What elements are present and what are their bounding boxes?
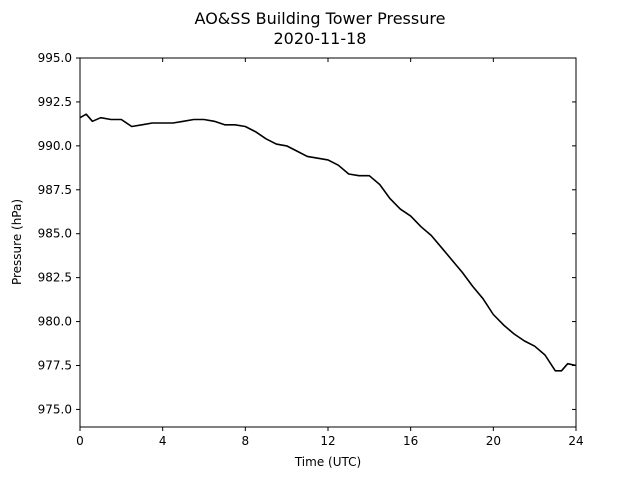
x-tick-label: 20 <box>486 434 501 448</box>
y-tick-label: 992.5 <box>38 95 72 109</box>
y-tick-label: 995.0 <box>38 51 72 65</box>
x-tick-label: 24 <box>568 434 583 448</box>
x-tick-label: 0 <box>76 434 84 448</box>
plot-frame <box>79 57 577 428</box>
x-tick-label: 8 <box>242 434 250 448</box>
y-axis-ticks: 975.0 977.5 980.0 982.5 985.0 987.5 990.0 992.5… <box>38 51 576 416</box>
y-tick-label: 977.5 <box>38 359 72 373</box>
y-tick-label: 985.0 <box>38 227 72 241</box>
chart-title: AO&SS Building Tower Pressure <box>195 9 446 28</box>
y-tick-label: 975.0 <box>38 402 72 416</box>
y-tick-label: 990.0 <box>38 139 72 153</box>
x-tick-label: 12 <box>320 434 335 448</box>
y-tick-label: 987.5 <box>38 183 72 197</box>
pressure-series-line <box>79 113 577 372</box>
x-axis-label: Time (UTC) <box>294 455 361 469</box>
x-tick-label: 16 <box>403 434 418 448</box>
x-axis-ticks: 0 4 8 12 16 20 24 <box>76 58 584 448</box>
y-tick-label: 982.5 <box>38 271 72 285</box>
chart-subtitle: 2020-11-18 <box>274 29 367 48</box>
y-axis-label: Pressure (hPa) <box>10 199 24 285</box>
x-tick-label: 4 <box>159 434 167 448</box>
y-tick-label: 980.0 <box>38 315 72 329</box>
